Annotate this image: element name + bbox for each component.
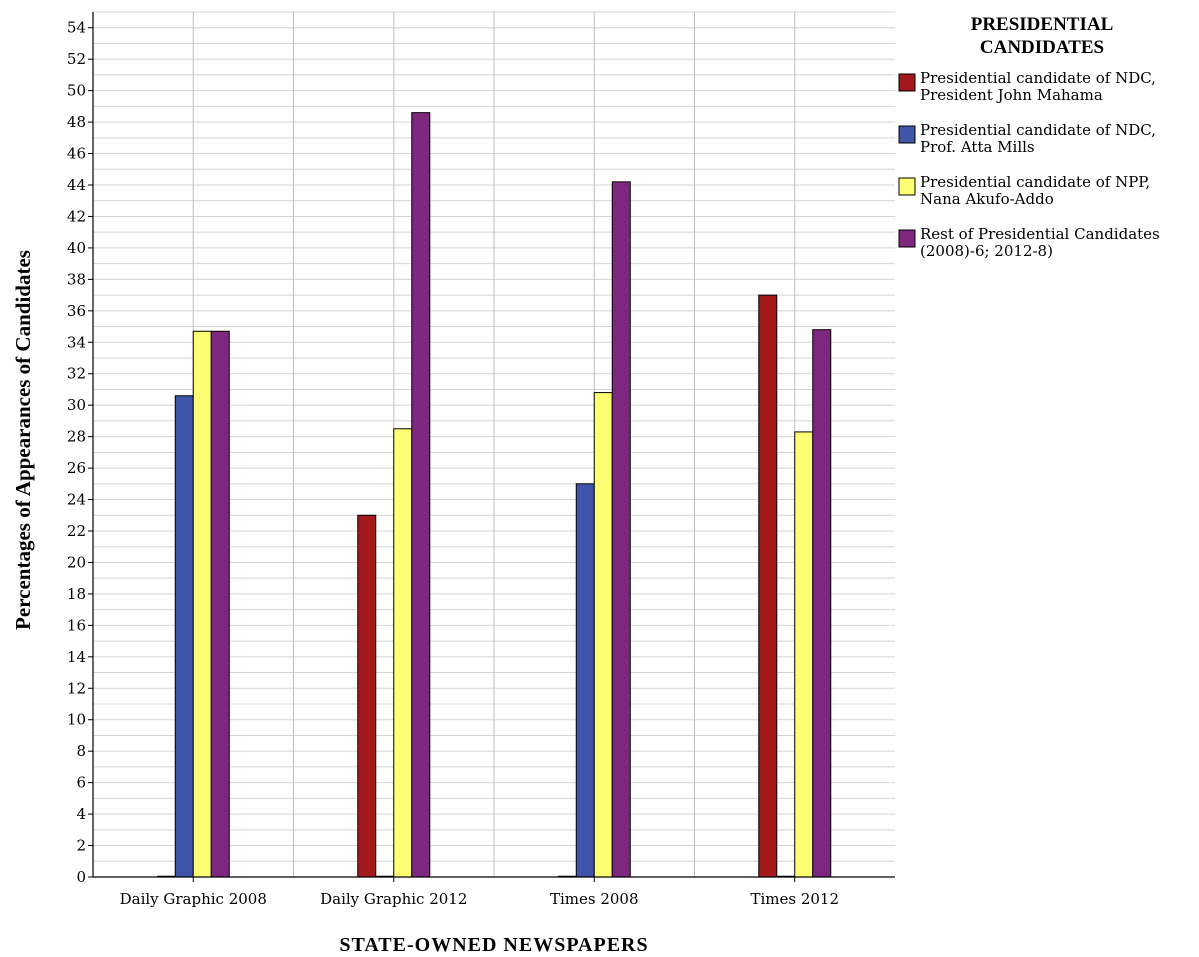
y-tick-label: 8 <box>76 742 86 760</box>
bar <box>758 294 778 878</box>
bar <box>357 514 377 878</box>
y-tick-label: 12 <box>67 679 86 697</box>
legend: PRESIDENTIAL CANDIDATES Presidential can… <box>898 14 1160 260</box>
y-tick-label: 28 <box>67 428 86 446</box>
y-tick-label: 4 <box>76 805 86 823</box>
y-tick-label: 40 <box>67 239 86 257</box>
bar <box>393 428 413 878</box>
y-tick-label: 0 <box>76 868 86 886</box>
legend-label: President John Mahama <box>920 86 1103 104</box>
bar <box>611 181 631 878</box>
legend-label: Presidential candidate of NDC, <box>920 69 1156 87</box>
bar <box>192 330 212 878</box>
y-tick-label: 20 <box>67 553 86 571</box>
legend-swatch <box>898 125 916 144</box>
y-tick-label: 52 <box>67 50 86 68</box>
y-tick-label: 30 <box>67 396 86 414</box>
y-tick-label: 44 <box>67 176 86 194</box>
x-tick-label: Daily Graphic 2012 <box>320 890 467 908</box>
y-axis-title: Percentages of Appearances of Candidates <box>11 250 35 630</box>
y-tick-label: 26 <box>67 459 86 477</box>
y-tick-label: 32 <box>67 365 86 383</box>
y-tick-label: 42 <box>67 207 86 225</box>
legend-swatch <box>898 73 916 92</box>
y-ticks: 0246810121416182022242628303234363840424… <box>67 19 93 886</box>
bar <box>794 431 814 878</box>
bar <box>593 392 613 878</box>
y-tick-label: 48 <box>67 113 86 131</box>
y-tick-label: 16 <box>67 616 86 634</box>
y-tick-label: 2 <box>76 837 86 855</box>
y-tick-label: 54 <box>67 19 86 37</box>
y-tick-label: 6 <box>76 774 86 792</box>
x-ticks: Daily Graphic 2008 Daily Graphic 2012 Time… <box>120 877 839 908</box>
y-tick-label: 34 <box>67 333 86 351</box>
y-tick-label: 24 <box>67 491 86 509</box>
bars <box>157 112 832 878</box>
y-tick-label: 14 <box>67 648 86 666</box>
y-tick-label: 18 <box>67 585 86 603</box>
axes <box>92 12 895 878</box>
y-tick-label: 22 <box>67 522 86 540</box>
y-tick-label: 36 <box>67 302 86 320</box>
y-tick-label: 10 <box>67 711 86 729</box>
y-tick-label: 46 <box>67 145 86 163</box>
legend-swatch <box>898 177 916 196</box>
x-axis-title: STATE-OWNED NEWSPAPERS <box>339 934 648 956</box>
y-tick-label: 50 <box>67 82 86 100</box>
legend-label: Rest of Presidential Candidates <box>920 225 1160 243</box>
bar <box>812 329 832 878</box>
legend-items: Presidential candidate of NDC,President … <box>898 69 1160 260</box>
x-tick-label: Times 2008 <box>550 890 639 908</box>
bar <box>575 483 595 878</box>
y-tick-label: 38 <box>67 270 86 288</box>
bar <box>411 112 431 878</box>
legend-label: Prof. Atta Mills <box>920 138 1035 156</box>
bar <box>174 395 194 878</box>
legend-title-line-2: CANDIDATES <box>980 37 1104 58</box>
x-tick-label: Daily Graphic 2008 <box>120 890 267 908</box>
x-tick-label: Times 2012 <box>750 890 839 908</box>
legend-label: Presidential candidate of NDC, <box>920 121 1156 139</box>
bar <box>210 330 230 878</box>
legend-label: (2008)-6; 2012-8) <box>920 242 1053 260</box>
legend-title-line-1: PRESIDENTIAL <box>971 14 1114 35</box>
legend-label: Presidential candidate of NPP, <box>920 173 1150 191</box>
legend-swatch <box>898 229 916 248</box>
legend-label: Nana Akufo-Addo <box>920 190 1054 208</box>
